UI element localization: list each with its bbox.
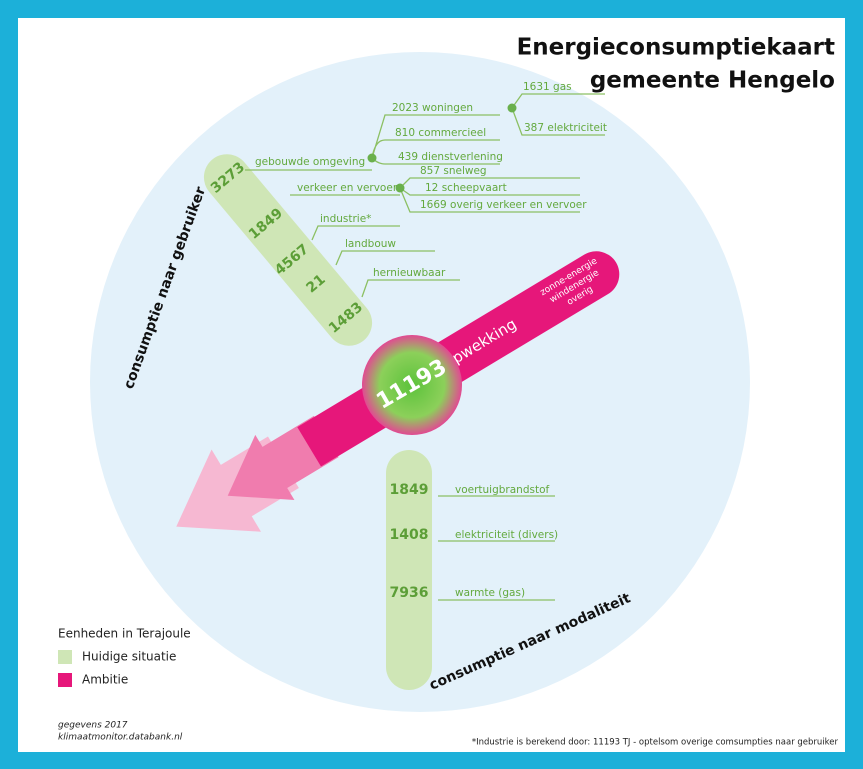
branch-label: hernieuwbaar — [373, 267, 446, 279]
branch-label: 1669 overig verkeer en vervoer — [420, 199, 587, 211]
tree-lines — [245, 93, 605, 298]
branch-label: 2023 woningen — [392, 102, 473, 114]
modaliteit-lines — [438, 495, 555, 601]
value: 7936 — [390, 585, 429, 601]
branch-label: 439 dienstverlening — [398, 151, 503, 163]
value: 1408 — [390, 527, 429, 543]
center-circle — [362, 335, 462, 435]
branch-label: landbouw — [345, 238, 396, 250]
branch-label: 12 scheepvaart — [425, 182, 507, 194]
branch-label: 810 commercieel — [395, 127, 486, 139]
branch-label: 857 snelweg — [420, 165, 487, 177]
branch-label: verkeer en vervoer — [297, 182, 398, 194]
legend-swatch — [58, 673, 72, 687]
gebruiker-bar — [203, 154, 373, 346]
legend-label: Ambitie — [82, 673, 128, 687]
title: gemeente Hengelo — [590, 68, 835, 94]
branch-label: gebouwde omgeving — [255, 156, 365, 168]
legend-title: Eenheden in Terajoule — [58, 627, 191, 641]
modaliteit-label: warmte (gas) — [455, 587, 525, 599]
source: gegevens 2017 — [58, 721, 128, 731]
title: Energieconsumptiekaart — [517, 35, 835, 61]
modaliteit-label: voertuigbrandstof — [455, 484, 550, 496]
branch-label: industrie* — [320, 213, 371, 225]
value: 1849 — [390, 482, 429, 498]
legend-swatch — [58, 650, 72, 664]
branch-label: 387 elektriciteit — [524, 122, 607, 134]
modaliteit-bar — [386, 450, 432, 690]
branch-label: 1631 gas — [523, 81, 572, 93]
footnote: *Industrie is berekend door: 11193 TJ - … — [472, 738, 839, 748]
legend-label: Huidige situatie — [82, 650, 176, 664]
modaliteit-label: elektriciteit (divers) — [455, 529, 558, 541]
source: klimaatmonitor.databank.nl — [58, 733, 183, 743]
